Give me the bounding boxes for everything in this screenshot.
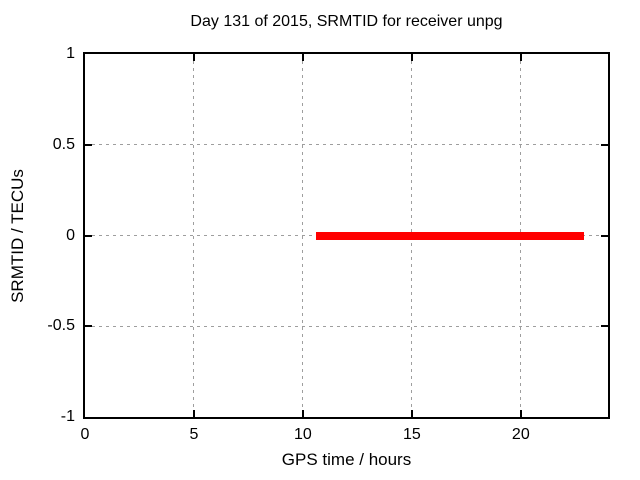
y-tick-left--0.5 xyxy=(85,325,92,328)
x-tick-label: 15 xyxy=(402,426,421,443)
y-tick-label: -1 xyxy=(60,408,75,425)
x-tick-top-5 xyxy=(192,54,195,61)
y-tick-label: 1 xyxy=(66,45,75,62)
x-tick-label: 20 xyxy=(511,426,530,443)
gridline-y-0.5 xyxy=(85,144,608,146)
y-tick-left-0 xyxy=(85,234,92,237)
x-tick-label: 0 xyxy=(80,426,90,443)
x-tick-bottom-15 xyxy=(410,410,413,417)
y-tick-label: -0.5 xyxy=(47,317,75,335)
y-tick-left-0.5 xyxy=(85,143,92,146)
x-tick-bottom-20 xyxy=(519,410,522,417)
x-tick-bottom-5 xyxy=(192,410,195,417)
x-tick-top-15 xyxy=(410,54,413,61)
x-axis-label: GPS time / hours xyxy=(281,450,412,469)
plot-area xyxy=(83,52,610,419)
y-tick-label: 0.5 xyxy=(52,135,75,153)
chart-title: Day 131 of 2015, SRMTID for receiver unp… xyxy=(190,13,503,30)
y-tick-right-0.5 xyxy=(601,143,608,146)
x-tick-label: 10 xyxy=(294,426,312,443)
x-tick-bottom-10 xyxy=(301,410,304,417)
y-tick-label: 0 xyxy=(66,226,75,244)
y-tick-right--0.5 xyxy=(601,325,608,328)
gridline-y--0.5 xyxy=(85,325,608,327)
x-tick-top-10 xyxy=(301,54,304,61)
x-tick-label: 5 xyxy=(189,426,199,443)
y-tick-right-0 xyxy=(601,234,608,237)
x-tick-top-20 xyxy=(519,54,522,61)
series-srmtid-line xyxy=(315,231,585,240)
